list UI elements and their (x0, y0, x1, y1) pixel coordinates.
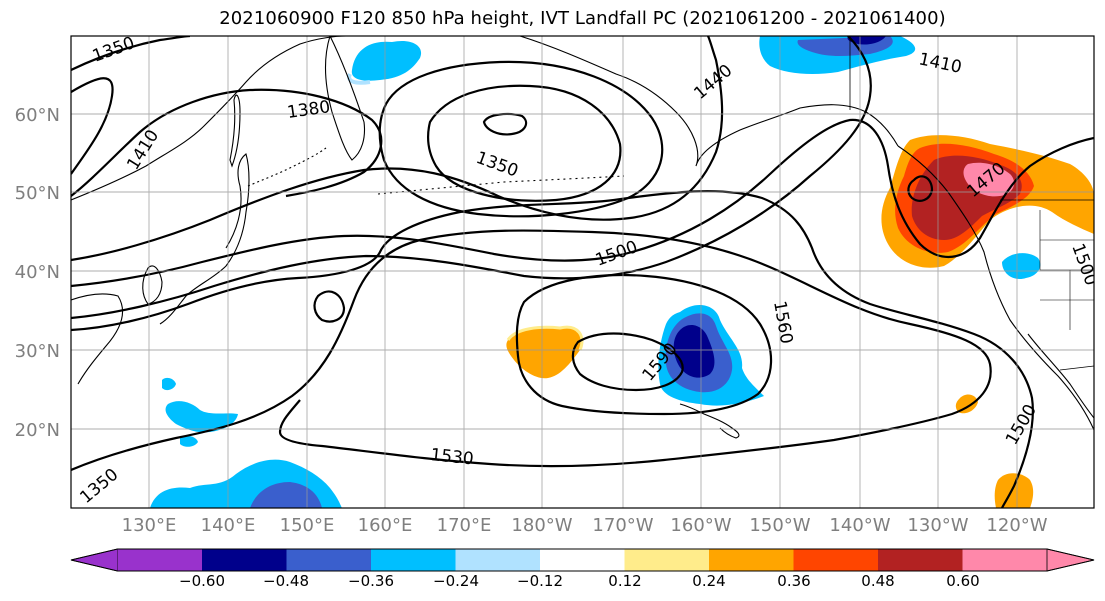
colorbar-tick-pos-036: 0.36 (777, 572, 810, 590)
colorbar-tick-pos-060: 0.60 (946, 572, 979, 590)
ivt-negative-blob-north (351, 40, 422, 81)
border-us-mexico (1059, 365, 1094, 371)
ivt-positive-blob-landfall-max (963, 162, 1015, 197)
height-contours (71, 36, 1094, 508)
coastline-asia-mainland (71, 36, 347, 201)
ivt-negative-blob-alaska-strong (847, 36, 886, 45)
colorbar-tick-pos-024: 0.24 (692, 572, 725, 590)
lon-label-130w: 130°W (907, 515, 968, 536)
lon-label-180w: 180°W (511, 515, 572, 536)
colorbar-swatch (540, 549, 625, 571)
contour-1590-loop (571, 332, 684, 392)
contour-1560-east (907, 175, 934, 202)
latitude-labels: 60°N 50°N 40°N 30°N 20°N (15, 105, 60, 441)
lat-label-60n: 60°N (15, 105, 60, 126)
coastline-north-america (897, 145, 1094, 431)
colorbar-extend-min (70, 548, 118, 572)
lon-label-160e: 160°E (358, 515, 413, 536)
ivt-negative-blob-north-pale (347, 73, 371, 85)
longitude-labels: 130°E 140°E 150°E 160°E 170°E 180°W 170°… (122, 515, 1048, 536)
colorbar-swatch (117, 549, 202, 571)
contour-1470-mid (71, 118, 1094, 288)
colorbar-tick-neg-012: −0.12 (517, 572, 563, 590)
coastline-japan (159, 153, 250, 325)
border-us-states (1039, 210, 1094, 330)
ivt-positive-blob-central (506, 327, 582, 379)
ivt-negative-blob-sw-1 (165, 401, 238, 433)
lat-label-30n: 30°N (15, 341, 60, 362)
lon-label-170w: 170°W (592, 515, 653, 536)
graticule (71, 36, 1094, 508)
colorbar-swatches (70, 548, 1095, 572)
lon-label-130e: 130°E (122, 515, 177, 536)
ivt-shading (150, 36, 1094, 508)
ivt-negative-blob-sw-3 (180, 435, 198, 447)
coastline-aleutians (377, 175, 625, 195)
lon-label-170e: 170°E (437, 515, 492, 536)
lat-label-20n: 20°N (15, 420, 60, 441)
lon-label-140w: 140°W (829, 515, 890, 536)
colorbar-swatch (878, 549, 963, 571)
contour-1380-west (71, 77, 114, 175)
lon-label-120w: 120°W (986, 515, 1047, 536)
ivt-negative-blob-bottom-mid (250, 482, 322, 508)
lon-label-140e: 140°E (201, 515, 256, 536)
coastline-korea (142, 265, 163, 305)
lon-label-160w: 160°W (670, 515, 731, 536)
ivt-positive-blob-central-edge (506, 325, 584, 351)
contour-1410-west (71, 88, 383, 198)
coastline-alaska (519, 36, 899, 167)
colorbar-swatch (371, 549, 456, 571)
ivt-positive-blob-small-1 (955, 394, 978, 414)
colorbar-tick-neg-060: −0.60 (179, 572, 225, 590)
ivt-positive-blob-small-2 (994, 473, 1034, 508)
lon-label-150w: 150°W (749, 515, 810, 536)
colorbar-swatch (962, 549, 1047, 571)
coastlines (71, 36, 1094, 439)
contour-1440-mid (71, 36, 724, 262)
colorbar: −0.60 −0.48 −0.36 −0.24 −0.12 0.12 0.24 … (70, 548, 1095, 590)
lon-label-150e: 150°E (280, 515, 335, 536)
colorbar-swatch (793, 549, 878, 571)
ivt-negative-blob-central-strong (673, 324, 715, 378)
contour-label-1530: 1530 (429, 445, 474, 469)
figure-title: 2021060900 F120 850 hPa height, IVT Land… (219, 8, 946, 29)
colorbar-swatch (624, 549, 709, 571)
contour-1500-upper (71, 36, 872, 320)
coastline-baja (1027, 333, 1094, 419)
contour-1380-low (426, 84, 622, 202)
ivt-negative-blob-coast (1002, 253, 1041, 280)
colorbar-swatch (286, 549, 371, 571)
colorbar-tick-neg-048: −0.48 (263, 572, 309, 590)
contour-1350-west (71, 36, 191, 71)
coastline-china (71, 293, 123, 385)
colorbar-tick-neg-036: −0.36 (348, 572, 394, 590)
coastline-kurils (247, 147, 327, 187)
colorbar-tick-pos-012: 0.12 (608, 572, 641, 590)
coastline-kamchatka (325, 36, 366, 161)
contour-1560-loop (515, 273, 773, 416)
map-background (71, 36, 1094, 508)
colorbar-swatch (455, 549, 540, 571)
coastline-sakhalin (229, 94, 241, 168)
ivt-negative-blob-sw-2 (162, 377, 176, 391)
colorbar-tick-neg-024: −0.24 (433, 572, 479, 590)
colorbar-swatch (709, 549, 794, 571)
colorbar-extend-max (1046, 548, 1095, 572)
map-frame (70, 35, 1095, 509)
colorbar-tick-labels: −0.60 −0.48 −0.36 −0.24 −0.12 0.12 0.24 … (179, 572, 980, 590)
colorbar-outline (70, 548, 1095, 572)
lat-label-50n: 50°N (15, 183, 60, 204)
contour-1350-center (482, 112, 528, 136)
contour-1530-upper (313, 290, 346, 323)
colorbar-swatch (202, 549, 287, 571)
lat-label-40n: 40°N (15, 262, 60, 283)
colorbar-tick-pos-048: 0.48 (861, 572, 894, 590)
contour-1410-mid (378, 60, 664, 218)
coastline-hawaii (679, 403, 740, 439)
